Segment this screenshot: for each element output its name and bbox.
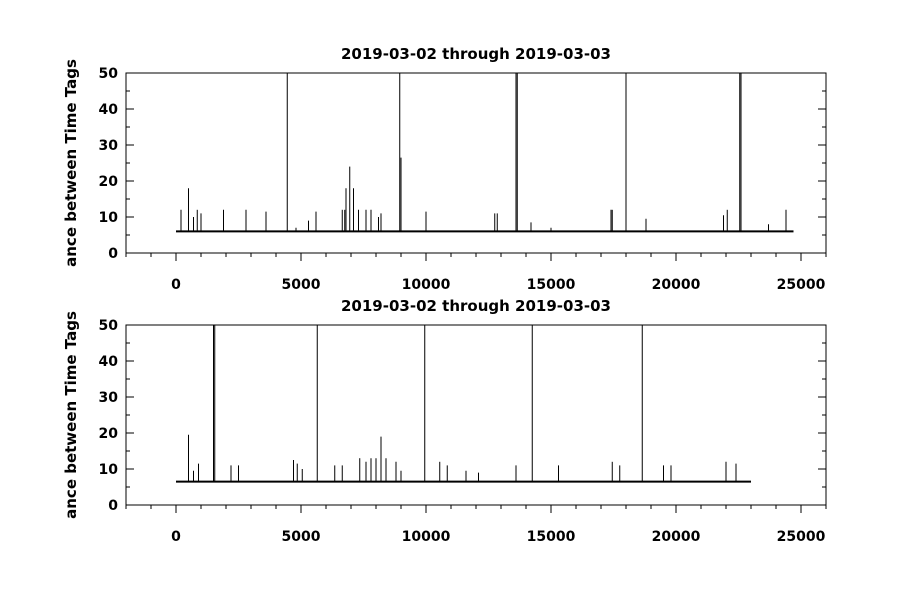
- chart-title: 2019-03-02 through 2019-03-03: [341, 297, 611, 315]
- x-tick-label: 15000: [527, 277, 576, 293]
- y-tick-label: 0: [108, 246, 118, 262]
- y-axis-label: ance between Time Tags: [62, 311, 80, 519]
- x-tick-label: 0: [171, 277, 181, 293]
- plot-frame: [125, 324, 827, 506]
- chart-panel-top: 2019-03-02 through 2019-03-03 ance betwe…: [62, 45, 827, 293]
- series-lines: [176, 73, 794, 233]
- x-tick-label: 20000: [652, 529, 701, 545]
- plot-frame: [125, 72, 827, 254]
- x-tick-label: 10000: [402, 529, 451, 545]
- y-tick-label: 50: [99, 318, 119, 334]
- series-lines: [176, 325, 751, 483]
- x-ticks: 0 5000 10000 15000 20000 25000: [125, 253, 827, 293]
- x-ticks: 0 5000 10000 15000 20000 25000: [125, 505, 827, 545]
- x-tick-label: 0: [171, 529, 181, 545]
- chart-panel-bottom: 2019-03-02 through 2019-03-03 ance betwe…: [62, 297, 827, 545]
- x-tick-label: 15000: [527, 529, 576, 545]
- x-tick-label: 20000: [652, 277, 701, 293]
- y-tick-label: 10: [99, 462, 119, 478]
- x-tick-label: 5000: [282, 529, 321, 545]
- y-tick-label: 10: [99, 210, 119, 226]
- y-tick-label: 20: [99, 426, 119, 442]
- y-tick-label: 0: [108, 498, 118, 514]
- x-tick-label: 5000: [282, 277, 321, 293]
- y-tick-label: 40: [99, 102, 119, 118]
- x-tick-label: 10000: [402, 277, 451, 293]
- y-ticks: 0 10 20 30 40 50: [99, 318, 826, 514]
- x-tick-label: 25000: [777, 529, 826, 545]
- y-tick-label: 50: [99, 66, 119, 82]
- chart-title: 2019-03-02 through 2019-03-03: [341, 45, 611, 63]
- y-tick-label: 30: [99, 390, 119, 406]
- y-ticks: 0 10 20 30 40 50: [99, 66, 826, 262]
- x-tick-label: 25000: [777, 277, 826, 293]
- y-axis-label: ance between Time Tags: [62, 59, 80, 267]
- y-tick-label: 20: [99, 174, 119, 190]
- y-tick-label: 40: [99, 354, 119, 370]
- y-tick-label: 30: [99, 138, 119, 154]
